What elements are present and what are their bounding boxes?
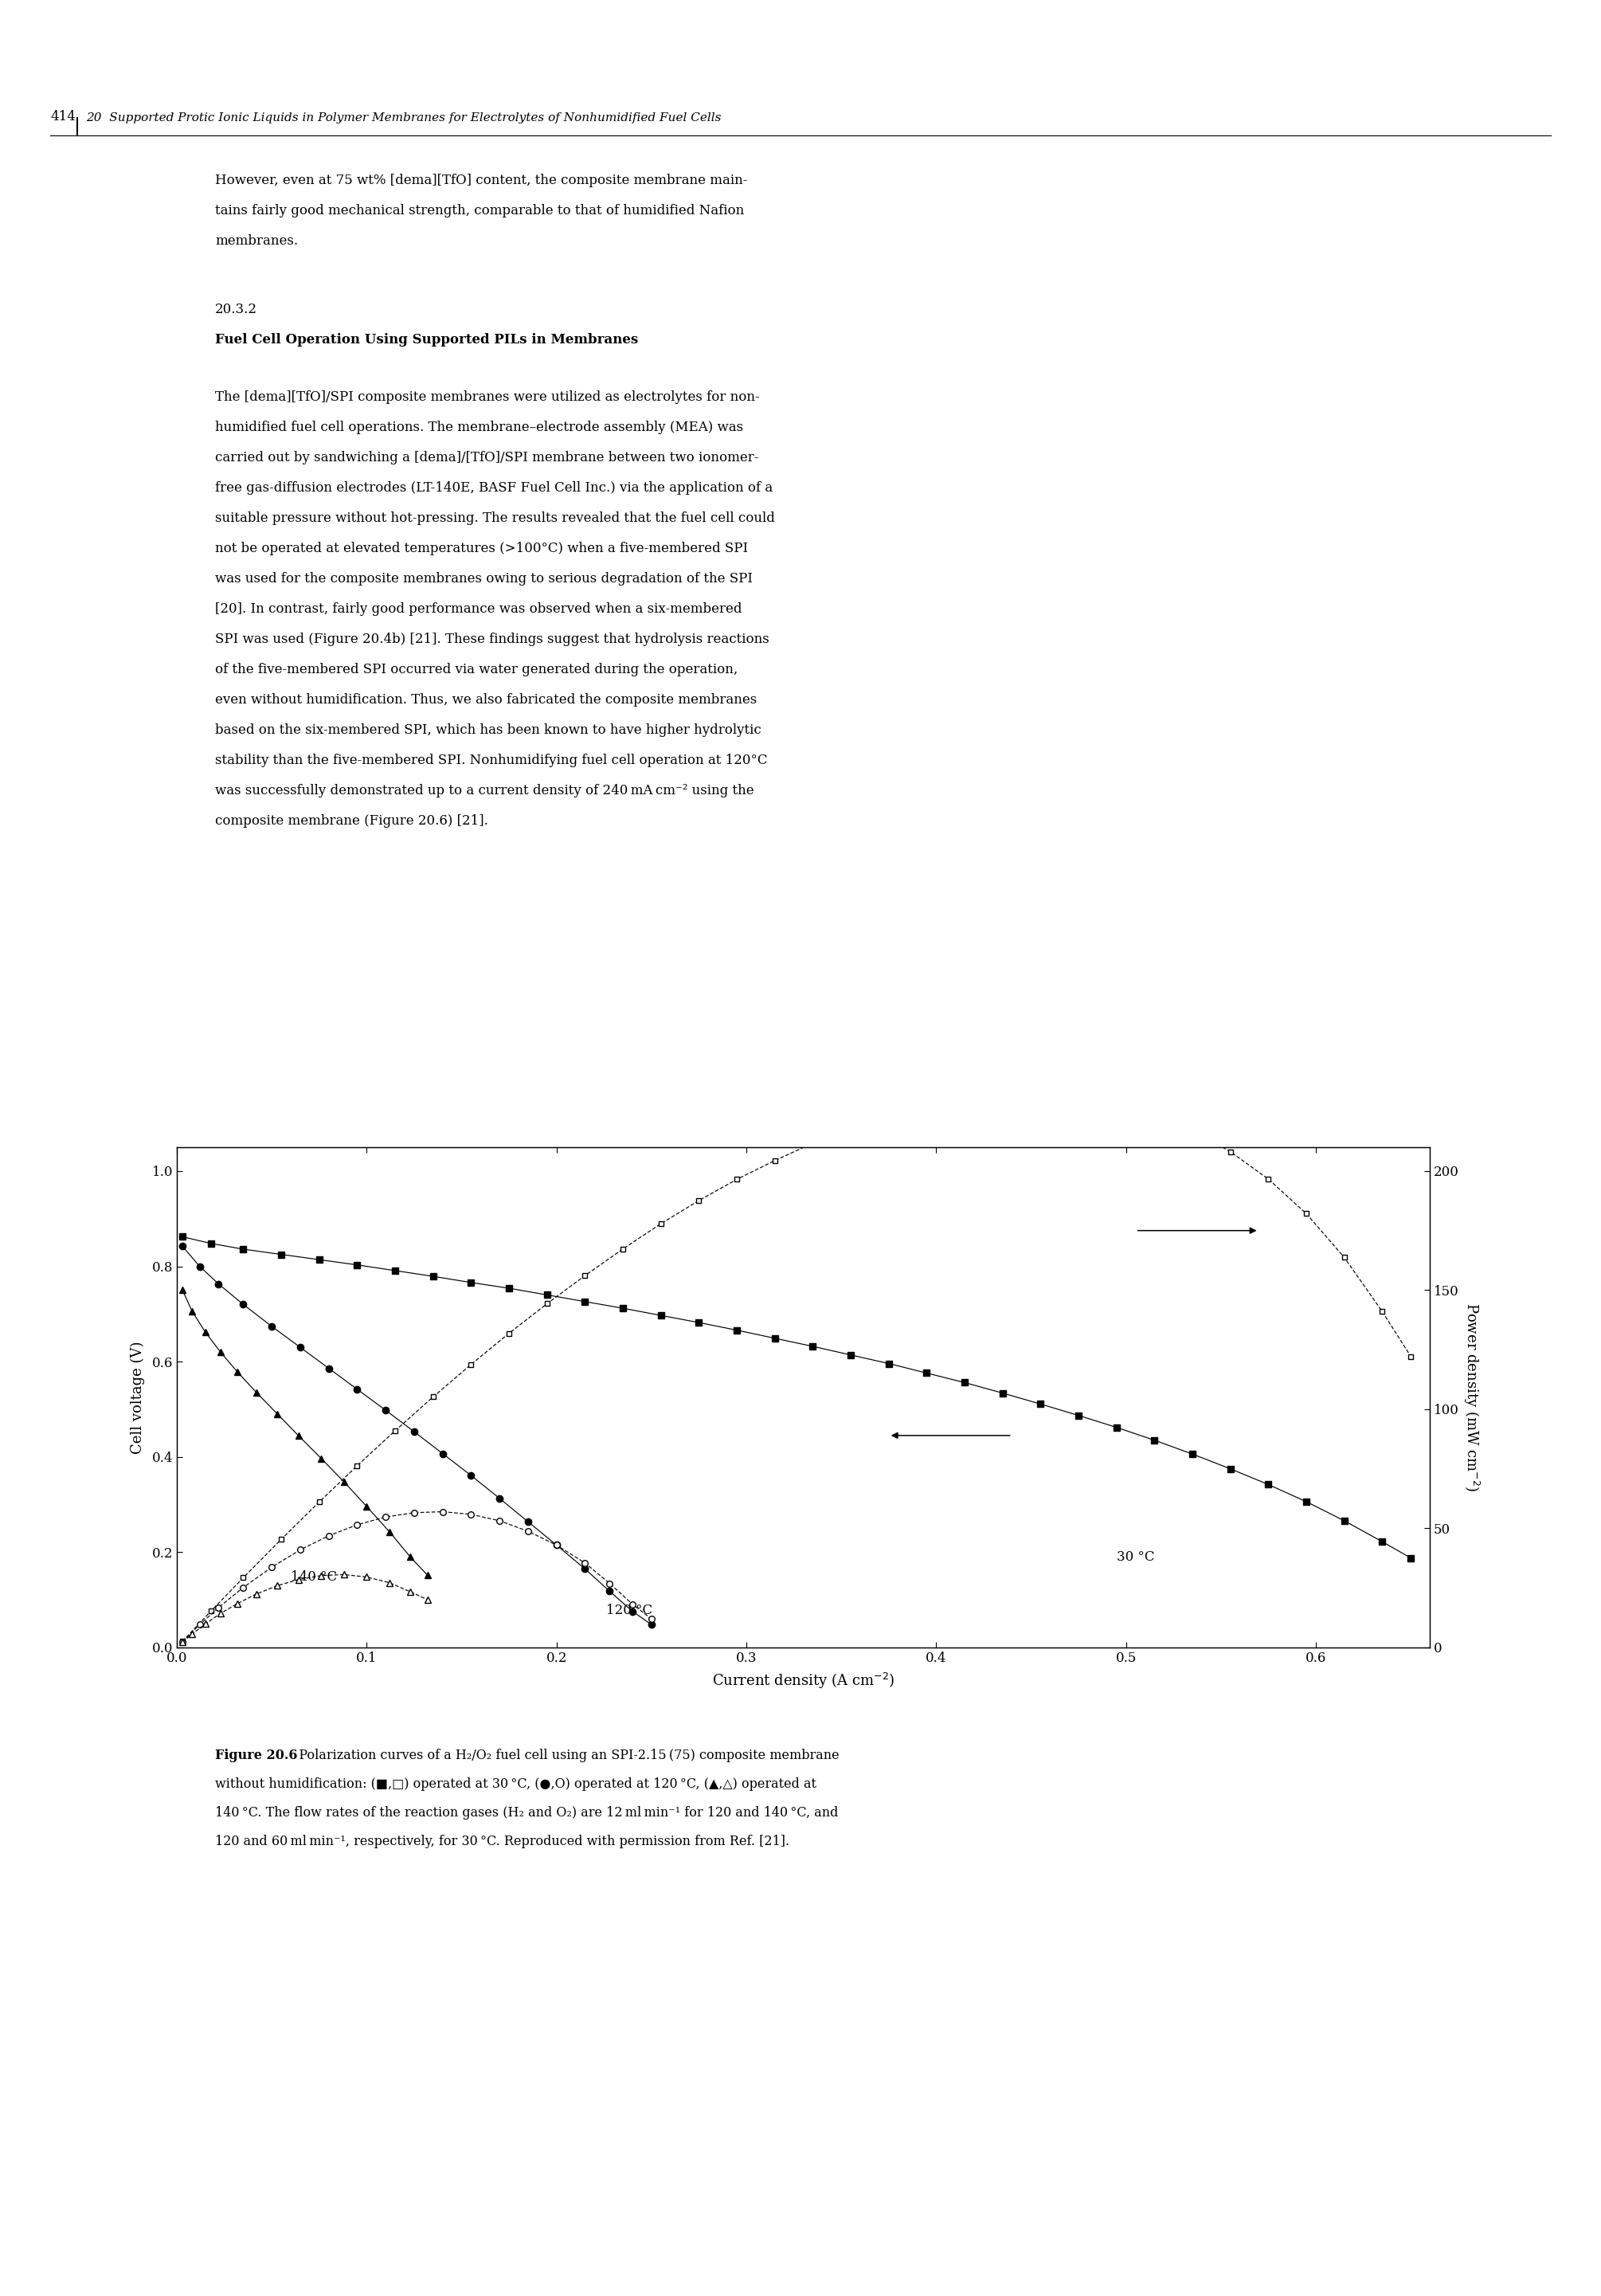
Text: 140 °C. The flow rates of the reaction gases (H₂ and O₂) are 12 ml min⁻¹ for 120: 140 °C. The flow rates of the reaction g…	[215, 1807, 839, 1821]
Text: even without humidification. Thus, we also fabricated the composite membranes: even without humidification. Thus, we al…	[215, 693, 757, 707]
Text: 120 °C: 120 °C	[605, 1605, 652, 1616]
Text: 20  Supported Protic Ionic Liquids in Polymer Membranes for Electrolytes of Nonh: 20 Supported Protic Ionic Liquids in Pol…	[86, 113, 720, 124]
Text: Fuel Cell Operation Using Supported PILs in Membranes: Fuel Cell Operation Using Supported PILs…	[215, 333, 639, 347]
Y-axis label: Cell voltage (V): Cell voltage (V)	[131, 1341, 146, 1453]
Text: Figure 20.6: Figure 20.6	[215, 1750, 298, 1763]
Text: without humidification: (■,□) operated at 30 °C, (●,O) operated at 120 °C, (▲,△): without humidification: (■,□) operated a…	[215, 1777, 817, 1791]
Y-axis label: Power density (mW cm$^{-2}$): Power density (mW cm$^{-2}$)	[1462, 1302, 1481, 1492]
Text: not be operated at elevated temperatures (>100°C) when a five-membered SPI: not be operated at elevated temperatures…	[215, 542, 748, 556]
Text: based on the six-membered SPI, which has been known to have higher hydrolytic: based on the six-membered SPI, which has…	[215, 723, 760, 737]
Text: tains fairly good mechanical strength, comparable to that of humidified Nafion: tains fairly good mechanical strength, c…	[215, 204, 744, 218]
Text: 30 °C: 30 °C	[1116, 1550, 1154, 1564]
Text: was successfully demonstrated up to a current density of 240 mA cm⁻² using the: was successfully demonstrated up to a cu…	[215, 783, 754, 797]
Text: suitable pressure without hot-pressing. The results revealed that the fuel cell : suitable pressure without hot-pressing. …	[215, 512, 775, 526]
Text: free gas-diffusion electrodes (LT-140E, BASF Fuel Cell Inc.) via the application: free gas-diffusion electrodes (LT-140E, …	[215, 482, 773, 494]
Text: composite membrane (Figure 20.6) [21].: composite membrane (Figure 20.6) [21].	[215, 815, 488, 829]
Text: 414: 414	[50, 110, 75, 124]
Text: Polarization curves of a H₂/O₂ fuel cell using an SPI-2.15 (75) composite membra: Polarization curves of a H₂/O₂ fuel cell…	[287, 1750, 839, 1763]
Text: The [dema][TfO]/SPI composite membranes were utilized as electrolytes for non-: The [dema][TfO]/SPI composite membranes …	[215, 390, 759, 404]
Text: 140 °C: 140 °C	[291, 1570, 338, 1584]
Text: was used for the composite membranes owing to serious degradation of the SPI: was used for the composite membranes owi…	[215, 572, 752, 585]
X-axis label: Current density (A cm$^{-2}$): Current density (A cm$^{-2}$)	[712, 1671, 895, 1690]
Text: stability than the five-membered SPI. Nonhumidifying fuel cell operation at 120°: stability than the five-membered SPI. No…	[215, 753, 767, 767]
Text: However, even at 75 wt% [dema][TfO] content, the composite membrane main-: However, even at 75 wt% [dema][TfO] cont…	[215, 174, 748, 188]
Text: SPI was used (Figure 20.4b) [21]. These findings suggest that hydrolysis reactio: SPI was used (Figure 20.4b) [21]. These …	[215, 634, 768, 645]
Text: 20.3.2: 20.3.2	[215, 303, 258, 317]
Text: of the five-membered SPI occurred via water generated during the operation,: of the five-membered SPI occurred via wa…	[215, 664, 738, 677]
Text: 120 and 60 ml min⁻¹, respectively, for 30 °C. Reproduced with permission from Re: 120 and 60 ml min⁻¹, respectively, for 3…	[215, 1835, 789, 1848]
Text: membranes.: membranes.	[215, 234, 298, 248]
Text: humidified fuel cell operations. The membrane–electrode assembly (MEA) was: humidified fuel cell operations. The mem…	[215, 420, 743, 434]
Text: [20]. In contrast, fairly good performance was observed when a six-membered: [20]. In contrast, fairly good performan…	[215, 602, 741, 615]
Text: carried out by sandwiching a [dema]/[TfO]/SPI membrane between two ionomer-: carried out by sandwiching a [dema]/[TfO…	[215, 450, 759, 464]
